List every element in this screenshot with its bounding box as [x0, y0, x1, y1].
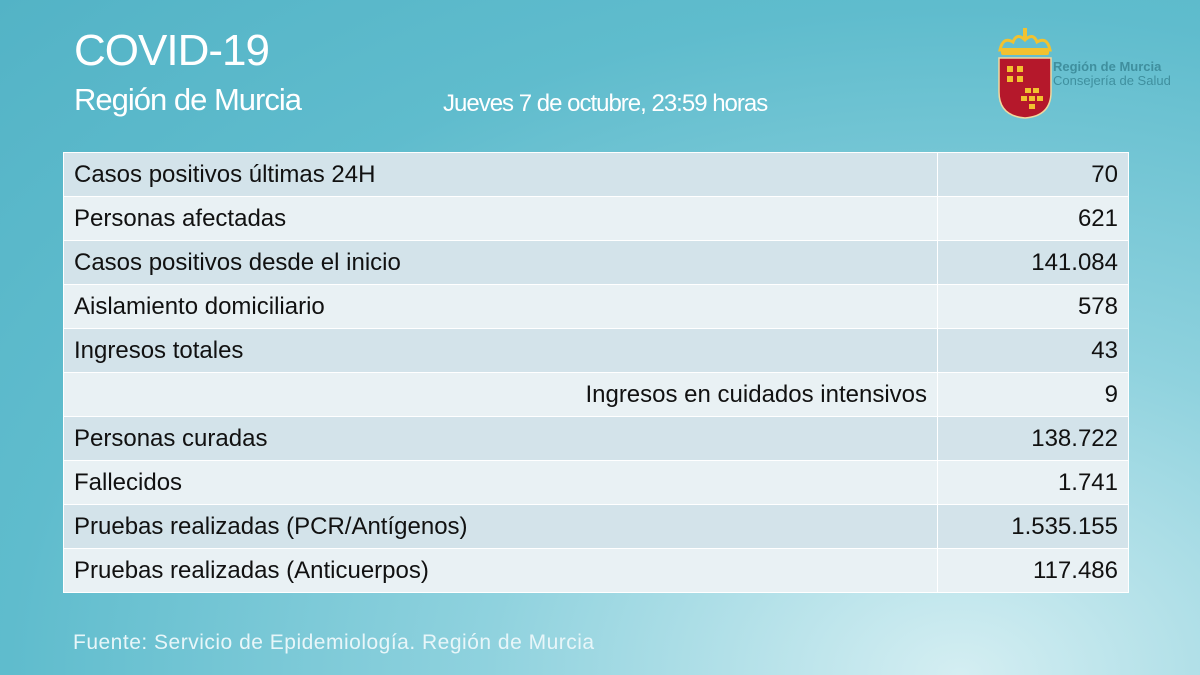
table-row: Casos positivos desde el inicio 141.084 [63, 240, 1129, 285]
table-row: Pruebas realizadas (PCR/Antígenos) 1.535.… [63, 504, 1129, 549]
source-note: Fuente: Servicio de Epidemiología. Regió… [73, 631, 595, 654]
row-value: 138.722 [937, 416, 1129, 461]
crown-icon [998, 28, 1052, 55]
table-row: Aislamiento domiciliario 578 [63, 284, 1129, 329]
region-murcia-logo [998, 28, 1052, 119]
table-row: Personas afectadas 621 [63, 196, 1129, 241]
row-label: Casos positivos desde el inicio [63, 240, 938, 285]
row-label: Fallecidos [63, 460, 938, 505]
row-value: 43 [937, 328, 1129, 373]
row-value: 1.741 [937, 460, 1129, 505]
row-value: 1.535.155 [937, 504, 1129, 549]
row-label: Pruebas realizadas (PCR/Antígenos) [63, 504, 938, 549]
report-date: Jueves 7 de octubre, 23:59 horas [443, 90, 768, 117]
row-label: Ingresos totales [63, 328, 938, 373]
row-label: Pruebas realizadas (Anticuerpos) [63, 548, 938, 593]
row-label: Personas curadas [63, 416, 938, 461]
table-row: Casos positivos últimas 24H 70 [63, 152, 1129, 197]
table-row: Ingresos en cuidados intensivos 9 [63, 372, 1129, 417]
stats-table: Casos positivos últimas 24H 70 Personas af… [63, 152, 1129, 593]
row-label: Casos positivos últimas 24H [63, 152, 938, 197]
row-value: 70 [937, 152, 1129, 197]
row-value: 621 [937, 196, 1129, 241]
table-row: Ingresos totales 43 [63, 328, 1129, 373]
table-row: Pruebas realizadas (Anticuerpos) 117.486 [63, 548, 1129, 593]
row-value: 9 [937, 372, 1129, 417]
row-label: Ingresos en cuidados intensivos [63, 372, 938, 417]
row-value: 578 [937, 284, 1129, 329]
logo-text: Región de Murcia Consejería de Salud [1053, 60, 1171, 88]
logo-line2: Consejería de Salud [1053, 73, 1171, 88]
row-label: Personas afectadas [63, 196, 938, 241]
region-subtitle: Región de Murcia [74, 82, 302, 117]
page-title: COVID-19 [74, 26, 270, 75]
table-row: Personas curadas 138.722 [63, 416, 1129, 461]
row-value: 141.084 [937, 240, 1129, 285]
logo-line1: Región de Murcia [1053, 59, 1162, 74]
row-value: 117.486 [937, 548, 1129, 593]
row-label: Aislamiento domiciliario [63, 284, 938, 329]
table-row: Fallecidos 1.741 [63, 460, 1129, 505]
